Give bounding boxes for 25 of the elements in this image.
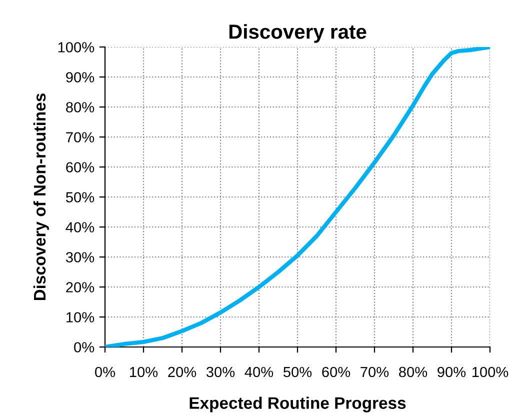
y-tick-label: 60% (66, 162, 94, 172)
x-tick-label: 30% (206, 366, 235, 378)
y-tick-label: 80% (66, 102, 94, 112)
x-tick-label: 0% (95, 366, 116, 378)
y-tick-label: 10% (66, 312, 94, 322)
x-tick-label: 40% (244, 366, 274, 378)
y-tick-label: 20% (66, 282, 94, 292)
chart-title: Discovery rate (229, 24, 366, 43)
y-tick-label: 40% (66, 222, 94, 232)
y-tick-label: 70% (66, 132, 94, 142)
y-tick-label: 100% (58, 42, 94, 52)
y-tick-label: 0% (74, 342, 94, 352)
y-tick-label: 90% (66, 72, 94, 82)
x-tick-label: 80% (399, 366, 428, 378)
x-tick-label: 60% (322, 366, 350, 378)
x-tick-label: 90% (438, 366, 466, 378)
x-tick-label: 70% (360, 366, 389, 378)
y-axis-title: Discovery of Non-routines (33, 93, 49, 300)
y-tick-label: 50% (66, 192, 94, 202)
y-tick-label: 30% (66, 252, 94, 262)
x-tick-label: 10% (130, 366, 158, 378)
x-tick-label: 50% (283, 366, 312, 378)
x-tick-label: 100% (472, 366, 508, 378)
x-tick-label: 20% (168, 366, 196, 378)
x-axis-title: Expected Routine Progress (190, 396, 406, 412)
